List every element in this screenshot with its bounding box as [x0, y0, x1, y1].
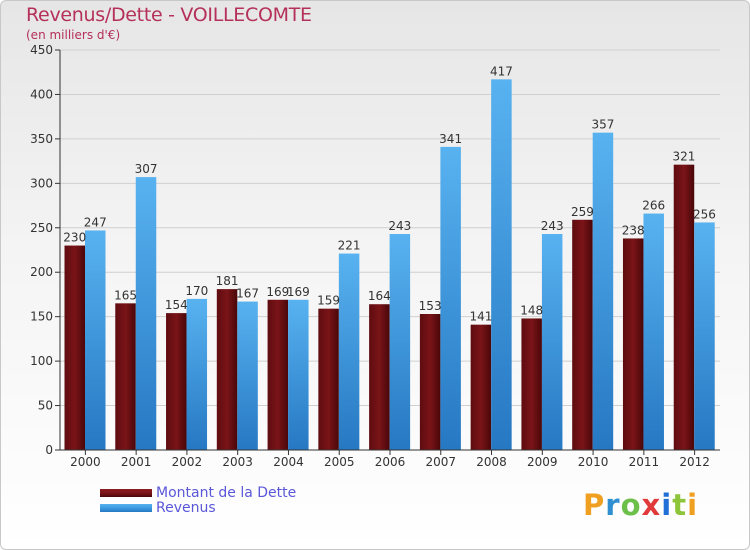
legend-label-dette: Montant de la Dette — [156, 485, 297, 501]
logo-letter: r — [605, 488, 621, 522]
bar-dette — [521, 318, 542, 450]
data-label-dette: 238 — [622, 223, 645, 237]
data-label-revenus: 341 — [439, 132, 462, 146]
x-tick-label: 2008 — [476, 455, 507, 469]
bar-dette — [115, 303, 136, 450]
x-tick-label: 2007 — [425, 455, 456, 469]
bar-revenus — [85, 230, 106, 450]
x-tick-label: 2009 — [527, 455, 558, 469]
data-label-revenus: 256 — [693, 207, 716, 221]
logo-letter: P — [583, 488, 606, 522]
data-label-revenus: 221 — [338, 239, 361, 253]
bar-revenus — [440, 146, 461, 450]
data-label-revenus: 417 — [490, 64, 513, 78]
data-label-revenus: 243 — [541, 219, 564, 233]
bar-dette — [470, 324, 492, 450]
x-tick-label: 2010 — [578, 455, 609, 469]
bar-dette — [267, 299, 289, 450]
bar-revenus — [237, 301, 258, 450]
x-tick-label: 2001 — [121, 455, 152, 469]
data-label-dette: 230 — [63, 231, 86, 245]
bar-revenus — [186, 298, 208, 450]
data-label-dette: 159 — [317, 294, 340, 308]
data-label-dette: 181 — [216, 274, 239, 288]
bar-revenus — [592, 132, 614, 450]
data-label-revenus: 247 — [84, 215, 107, 229]
y-tick-label: 400 — [30, 87, 53, 101]
x-tick-label: 2004 — [273, 455, 304, 469]
x-tick-label: 2005 — [324, 455, 355, 469]
bar-revenus — [491, 79, 512, 450]
logo-letter: i — [661, 488, 673, 522]
logo-letter: o — [620, 488, 642, 522]
y-tick-label: 300 — [30, 176, 53, 190]
data-label-dette: 153 — [419, 299, 442, 313]
data-label-revenus: 307 — [135, 162, 158, 176]
y-tick-label: 100 — [30, 354, 53, 368]
bar-dette — [419, 314, 441, 450]
data-label-dette: 169 — [266, 285, 289, 299]
x-tick-label: 2000 — [70, 455, 101, 469]
axes: 0 50 100 150 200 250 300 350 400 450 2000 2001 2002 2… — [30, 43, 720, 469]
x-tick-label: 2012 — [679, 455, 710, 469]
bar-revenus — [643, 213, 664, 450]
data-label-revenus: 243 — [388, 219, 411, 233]
chart-title: Revenus/Dette - VOILLECOMTE — [26, 4, 312, 26]
bar-dette — [318, 308, 339, 450]
data-label-dette: 321 — [673, 150, 696, 164]
data-label-dette: 164 — [368, 289, 391, 303]
legend-label-revenus: Revenus — [156, 500, 216, 516]
x-tick-label: 2006 — [375, 455, 406, 469]
bar-revenus — [389, 234, 411, 450]
bar-revenus — [135, 177, 157, 450]
x-tick-label: 2003 — [222, 455, 253, 469]
data-label-revenus: 357 — [591, 118, 614, 132]
data-label-revenus: 170 — [185, 284, 208, 298]
bar-revenus — [288, 299, 309, 450]
x-tick-label: 2011 — [629, 455, 660, 469]
chart-subtitle: (en milliers d'€) — [26, 28, 121, 42]
bar-dette — [673, 164, 695, 450]
logo-letter: t — [672, 488, 688, 522]
bar-dette — [166, 313, 187, 450]
y-tick-label: 450 — [30, 43, 53, 57]
bar-dette — [369, 304, 390, 450]
x-tick-label: 2002 — [172, 455, 203, 469]
legend-swatch-dette — [100, 489, 152, 497]
bar-revenus — [694, 222, 715, 450]
bar-dette — [64, 245, 85, 450]
bar-revenus — [338, 253, 360, 450]
logo-letter: i — [687, 488, 699, 522]
data-label-revenus: 167 — [236, 287, 259, 301]
bar-dette — [216, 289, 238, 450]
data-label-dette: 165 — [114, 288, 137, 302]
legend-swatch-revenus — [100, 504, 152, 512]
data-label-revenus: 169 — [287, 285, 310, 299]
y-tick-label: 350 — [30, 132, 53, 146]
data-label-dette: 154 — [165, 298, 188, 312]
y-tick-label: 200 — [30, 265, 53, 279]
bars — [64, 79, 715, 450]
data-label-revenus: 266 — [642, 199, 665, 213]
bar-revenus — [541, 234, 563, 450]
data-label-dette: 148 — [520, 303, 543, 317]
data-label-dette: 259 — [571, 205, 594, 219]
bar-dette — [572, 219, 593, 450]
y-tick-label: 250 — [30, 221, 53, 235]
logo-letter: x — [641, 488, 662, 522]
proxiti-logo[interactable]: Proxiti — [583, 488, 698, 522]
data-label-dette: 141 — [469, 310, 492, 324]
y-tick-label: 0 — [45, 443, 53, 457]
y-tick-label: 50 — [38, 399, 53, 413]
bar-dette — [622, 238, 644, 450]
y-tick-label: 150 — [30, 310, 53, 324]
